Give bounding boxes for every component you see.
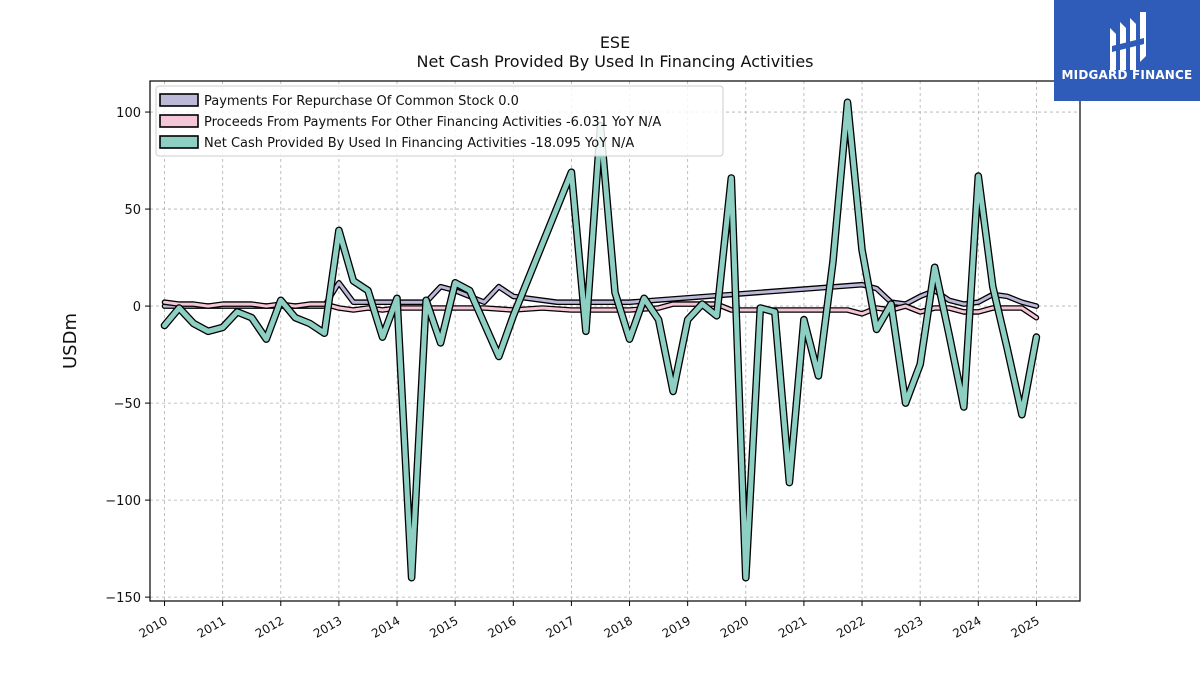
x-tick-label: 2014 <box>369 613 402 640</box>
x-tick-label: 2018 <box>602 613 635 640</box>
legend-entry: Proceeds From Payments For Other Financi… <box>204 115 661 130</box>
legend-swatch <box>159 93 199 107</box>
y-tick-label: −100 <box>105 494 141 509</box>
x-tick-label: 2022 <box>834 613 867 640</box>
brand-logo: MIDGARD FINANCE <box>1054 0 1200 101</box>
x-tick-label: 2017 <box>543 613 576 640</box>
chart-subtitle: Net Cash Provided By Used In Financing A… <box>416 52 814 71</box>
legend-swatch <box>159 135 199 149</box>
x-tick-label: 2011 <box>195 613 228 640</box>
series-line <box>163 281 1038 308</box>
y-tick-label: 0 <box>133 300 141 315</box>
y-tick-label: −50 <box>114 397 141 412</box>
series-line-outline <box>160 98 1041 582</box>
plot-frame <box>149 80 1081 602</box>
series-line <box>162 99 1039 581</box>
x-tick-label: 2023 <box>892 613 925 640</box>
x-tick-label: 2012 <box>253 613 286 640</box>
x-tick-label: 2010 <box>137 613 170 640</box>
legend-swatch <box>159 114 199 128</box>
y-axis-label: USDm <box>60 313 81 369</box>
x-tick-label: 2020 <box>718 613 751 640</box>
legend-box <box>155 85 724 157</box>
y-tick-label: 100 <box>116 106 141 121</box>
logo-mark-icon <box>1110 12 1146 70</box>
x-tick-label: 2013 <box>311 613 344 640</box>
legend-entry: Net Cash Provided By Used In Financing A… <box>204 136 634 151</box>
chart-title: ESE <box>599 33 631 52</box>
y-tick-label: −150 <box>105 591 141 606</box>
x-tick-label: 2016 <box>485 613 518 640</box>
logo-text: MIDGARD FINANCE <box>1061 68 1193 82</box>
x-tick-label: 2019 <box>660 613 693 640</box>
x-tick-label: 2021 <box>776 613 809 640</box>
y-tick-label: 50 <box>124 203 141 218</box>
legend-entry: Payments For Repurchase Of Common Stock … <box>204 94 519 109</box>
x-tick-label: 2025 <box>1008 613 1041 640</box>
x-tick-label: 2024 <box>950 613 983 640</box>
x-tick-label: 2015 <box>427 613 460 640</box>
